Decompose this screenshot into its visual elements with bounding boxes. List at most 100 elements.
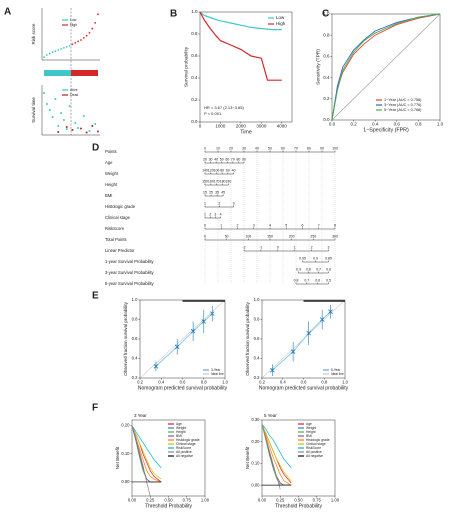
risk-point	[94, 21, 97, 24]
y-tick-label: 0.4	[323, 75, 330, 80]
status-point	[88, 130, 91, 132]
risk-point	[77, 40, 80, 43]
scale-tick-label: 0	[204, 146, 206, 150]
dca-curve	[131, 425, 151, 497]
legend-label: 3−Year (AUC = 0.776)	[384, 103, 422, 107]
y-tick-label: 0.10	[121, 451, 130, 456]
scale-tick-label: 0.8	[306, 267, 311, 271]
scale-tick-label: 0.8	[294, 278, 299, 282]
scale-tick-label: 1	[294, 245, 296, 249]
y-tick-label: 0.10	[251, 461, 260, 466]
x-tick-label: 0.2	[259, 380, 265, 385]
legend-label: Ideal line	[211, 372, 224, 376]
y-tick-label: 0.8	[191, 31, 198, 36]
x-tick-label: 1.0	[222, 380, 228, 385]
calibration-point	[290, 349, 296, 354]
y-tick-label: 0.8	[254, 317, 260, 322]
scale-tick-label: 4	[220, 212, 222, 216]
scale-tick-label: 0	[277, 245, 279, 249]
x-tick-label: 2000	[236, 124, 247, 129]
legend-label: 5-Year	[331, 368, 341, 372]
legend-label: Dead	[70, 93, 78, 97]
panel-label: C	[322, 9, 329, 20]
scale-tick-label: 50	[268, 146, 272, 150]
scale-tick-label: 80	[236, 157, 240, 161]
x-tick-label: 0.75	[183, 498, 192, 503]
y-tick-label: 0.8	[323, 32, 330, 37]
y-tick-label: 0.6	[323, 54, 330, 59]
risk-point	[68, 44, 71, 47]
x-tick-label: 0.6	[301, 380, 307, 385]
scale-tick-label: 8	[334, 223, 336, 227]
row-label: Clinical stage	[105, 215, 131, 220]
scale-tick-label: 5	[285, 223, 287, 227]
row-label: 5-year Survival Probability	[105, 281, 155, 286]
scale-tick-label: 0.5	[326, 278, 331, 282]
scale-tick-label: 0.85	[325, 256, 332, 260]
status-point	[65, 128, 68, 130]
legend-label: Height	[306, 430, 316, 434]
legend-label: RiskScore	[306, 446, 321, 450]
x-tick-label: 0.2	[137, 380, 143, 385]
annotation: P < 0.001	[204, 111, 222, 116]
risk-point	[82, 36, 85, 39]
scale-tick-label: 70	[231, 157, 235, 161]
legend-label: RiskScore	[176, 446, 191, 450]
legend-label: 5−Year (AUC = 0.768)	[384, 108, 422, 112]
plot-frame	[199, 11, 293, 123]
scale-tick-label: 0.7	[304, 278, 309, 282]
y-tick-label: 0.4	[191, 75, 198, 80]
status-point	[60, 112, 63, 114]
y-axis-label: Observed fraction survival probability	[123, 301, 128, 376]
row-label: Histologic grade	[105, 204, 136, 209]
annotation: HR = 3.67 (2.13−3.65)	[204, 105, 244, 110]
scale-tick-label: 100	[245, 234, 251, 238]
risk-point	[88, 31, 91, 34]
panel-label: B	[170, 9, 177, 20]
legend-label: Clinical stage	[306, 442, 326, 446]
y-tick-label: 0.20	[121, 423, 130, 428]
status-point	[79, 127, 82, 130]
risk-strip	[44, 70, 71, 76]
scale-tick-label: 45	[221, 190, 225, 194]
status-point	[77, 127, 80, 129]
legend-label: Low	[276, 15, 285, 20]
scale-tick-label: 35	[215, 190, 219, 194]
legend-label: All negative	[176, 454, 193, 458]
y-tick-label: 0.0	[191, 119, 198, 124]
risk-point	[65, 45, 68, 48]
dca-curve	[131, 425, 162, 469]
scale-tick-label: 250	[310, 234, 316, 238]
scale-tick-label: 80	[220, 168, 224, 172]
scale-tick-label: 1	[204, 212, 206, 216]
legend-label: Low	[70, 18, 77, 22]
risk-point	[57, 49, 60, 51]
risk-strip	[71, 70, 98, 76]
legend-label: BMI	[176, 434, 182, 438]
scale-tick-label: 7	[318, 223, 320, 227]
status-point	[97, 130, 99, 133]
scale-tick-label: 15	[203, 190, 207, 194]
x-tick-label: 0.6	[394, 122, 401, 127]
dca-curve	[261, 424, 292, 482]
row-label: 3-year Survival Probability	[105, 270, 155, 275]
y-tick-label: 0.30	[251, 417, 260, 422]
y-axis-label: Sensitivity (TPR)	[315, 49, 321, 85]
status-point	[82, 115, 85, 117]
scale-tick-label: 1	[204, 201, 206, 205]
y-tick-label: 0.6	[254, 336, 260, 341]
scale-tick-label: 3	[328, 245, 330, 249]
calibration-point	[270, 367, 275, 373]
x-tick-label: 0.4	[280, 380, 286, 385]
row-label: Total Points	[105, 237, 127, 242]
scale-tick-label: 0.6	[326, 267, 331, 271]
legend-label: Clinical stage	[176, 442, 196, 446]
legend-label: Histologic grade	[176, 438, 200, 442]
scale-tick-label: 3	[214, 212, 216, 216]
x-tick-label: 0.25	[146, 498, 155, 503]
scale-tick-label: 180	[220, 179, 226, 183]
scale-tick-label: 190	[225, 179, 231, 183]
risk-point	[60, 47, 62, 50]
scale-tick-label: 4	[269, 223, 271, 227]
status-point	[43, 92, 45, 94]
